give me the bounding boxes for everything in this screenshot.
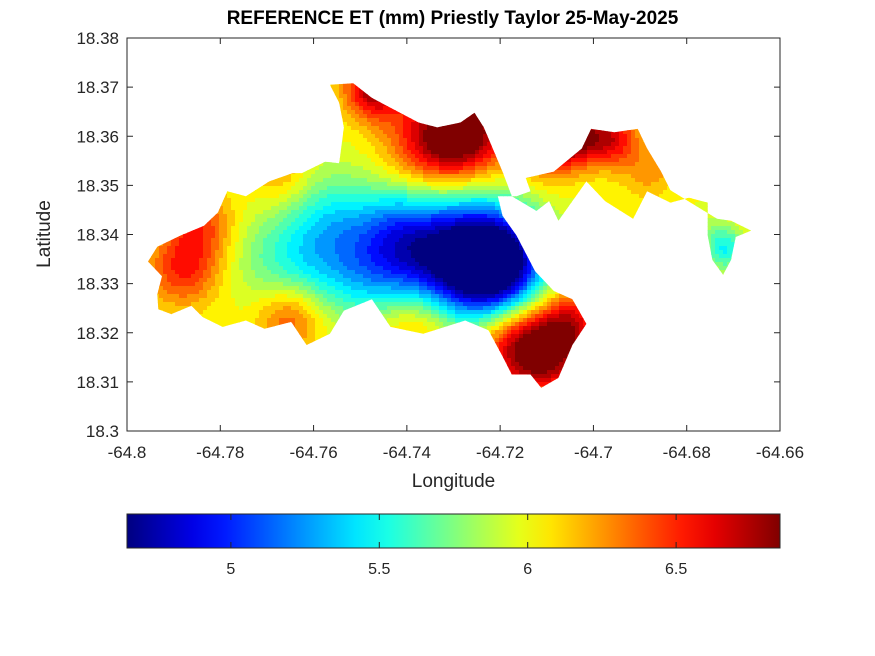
et-field	[148, 83, 752, 388]
colorbar-ticks: 5 5.5 6 6.5	[226, 514, 687, 578]
x-tick-label: -64.7	[574, 443, 613, 462]
colorbar-tick-label: 5	[226, 561, 235, 578]
x-tick-label: -64.8	[108, 443, 147, 462]
colorbar-tick-label: 6	[523, 561, 532, 578]
y-axis: 18.3 18.31 18.32 18.33 18.34 18.35 18.36 18.37 1…	[76, 29, 780, 441]
y-tick-label: 18.34	[76, 226, 119, 245]
y-tick-label: 18.36	[76, 127, 119, 146]
y-tick-label: 18.35	[76, 176, 119, 195]
heat-layer	[148, 83, 752, 388]
y-axis-label: Latitude	[34, 200, 55, 268]
x-tick-label: -64.68	[663, 443, 711, 462]
x-tick-label: -64.78	[196, 443, 244, 462]
x-tick-label: -64.72	[476, 443, 524, 462]
colorbar-tick-label: 6.5	[665, 561, 687, 578]
y-tick-label: 18.32	[76, 324, 119, 343]
colorbar	[126, 513, 781, 549]
y-tick-label: 18.33	[76, 275, 119, 294]
x-tick-label: -64.66	[756, 443, 804, 462]
chart-title: REFERENCE ET (mm) Priestly Taylor 25-May…	[226, 8, 679, 29]
y-tick-label: 18.37	[76, 78, 119, 97]
x-axis-label: Longitude	[411, 471, 496, 492]
y-tick-label: 18.38	[76, 29, 119, 48]
x-tick-label: -64.76	[289, 443, 337, 462]
x-tick-label: -64.74	[383, 443, 431, 462]
colorbar-tick-label: 5.5	[368, 561, 390, 578]
y-tick-label: 18.31	[76, 373, 119, 392]
y-tick-label: 18.3	[86, 422, 119, 441]
x-axis: -64.8 -64.78 -64.76 -64.74 -64.72 -64.7 -64.68…	[108, 38, 804, 462]
